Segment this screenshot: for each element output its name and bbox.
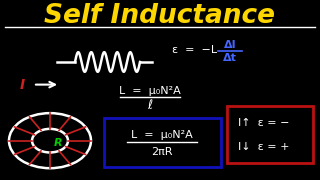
Text: R: R [54,138,62,148]
Text: I↓  ε = +: I↓ ε = + [238,141,290,152]
Text: Δt: Δt [223,53,237,63]
Text: I: I [20,78,25,92]
Text: L  =  μ₀N²A: L = μ₀N²A [119,87,181,96]
Text: ε  =  −L: ε = −L [172,45,217,55]
Text: 2πR: 2πR [151,147,173,158]
Text: ΔI: ΔI [224,40,236,50]
Text: L  =  μ₀N²A: L = μ₀N²A [131,130,193,140]
Text: Self Inductance: Self Inductance [44,3,276,29]
Text: ℓ: ℓ [148,99,153,112]
Text: I↑  ε = −: I↑ ε = − [238,118,290,128]
